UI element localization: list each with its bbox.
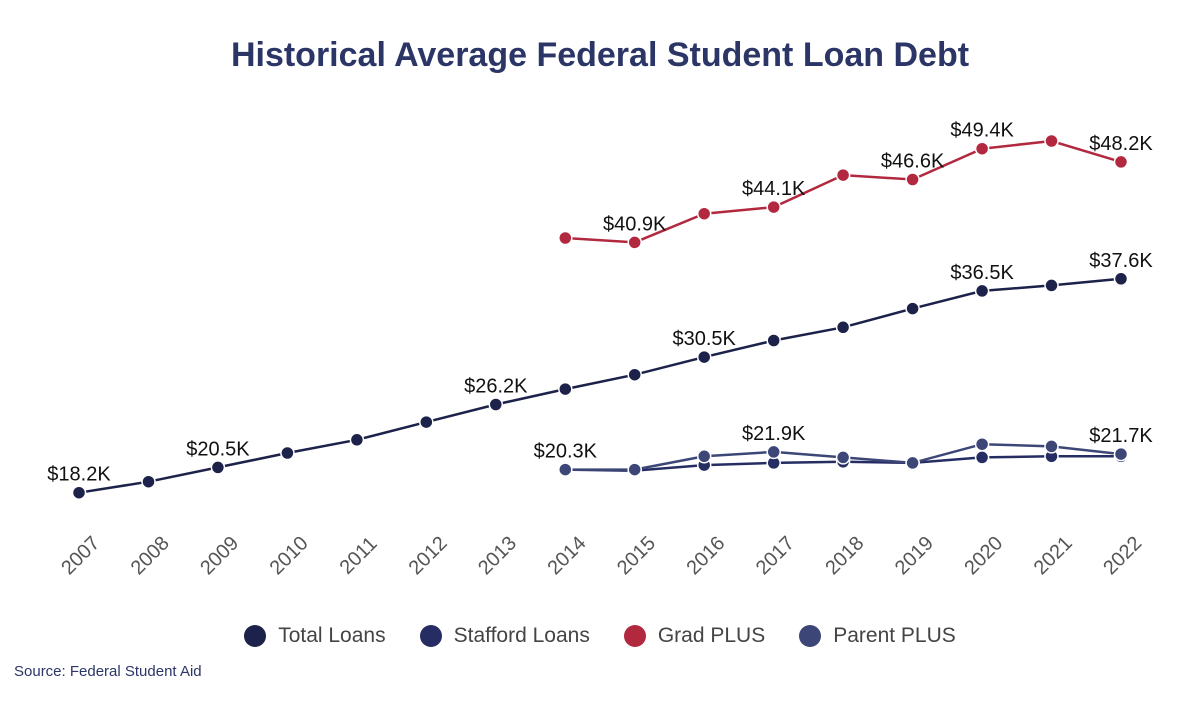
- data-point-grad-plus: [835, 167, 851, 183]
- legend-marker: [799, 625, 822, 647]
- x-tick-label: 2013: [474, 532, 521, 579]
- x-tick-label: 2017: [752, 532, 799, 579]
- data-point-parent-plus: [766, 444, 781, 460]
- data-point-total-loans: [141, 474, 156, 489]
- data-point-grad-plus: [1044, 133, 1059, 149]
- data-label-total-loans: $20.5K: [186, 438, 250, 460]
- data-label-total-loans: $26.2K: [464, 376, 528, 398]
- data-label-total-loans: $30.5K: [673, 328, 737, 350]
- data-label-total-loans: $36.5K: [950, 262, 1014, 284]
- series-line-total-loans: [78, 277, 1122, 494]
- x-tick-label: 2015: [613, 532, 660, 579]
- source-note: Source: Federal Student Aid: [14, 663, 202, 680]
- legend-marker: [419, 625, 442, 647]
- x-tick-label: 2018: [821, 532, 868, 579]
- legend-label: Total Loans: [278, 624, 386, 647]
- data-point-parent-plus: [1113, 446, 1129, 462]
- legend-marker: [244, 625, 267, 647]
- data-point-total-loans: [280, 445, 295, 461]
- data-label-parent-plus: $20.3K: [534, 441, 598, 463]
- data-point-total-loans: [766, 333, 781, 348]
- x-tick-label: 2021: [1030, 532, 1077, 579]
- data-label-grad-plus: $46.6K: [881, 151, 945, 173]
- data-point-grad-plus: [558, 230, 573, 246]
- x-tick-label: 2020: [960, 532, 1007, 579]
- data-point-total-loans: [974, 283, 990, 299]
- x-tick-label: 2022: [1099, 532, 1146, 579]
- x-tick-label: 2019: [891, 532, 938, 579]
- data-point-parent-plus: [835, 450, 851, 465]
- data-point-total-loans: [1113, 271, 1129, 287]
- series-points: [71, 133, 1129, 500]
- data-point-grad-plus: [1113, 154, 1129, 170]
- data-point-parent-plus: [696, 449, 712, 464]
- x-tick-label: 2012: [405, 532, 452, 579]
- data-point-total-loans: [558, 381, 573, 397]
- x-tick-label: 2014: [544, 532, 591, 579]
- data-point-total-loans: [210, 460, 226, 475]
- legend-item[interactable]: Grad PLUS: [623, 624, 766, 648]
- data-point-grad-plus: [627, 235, 642, 250]
- data-labels: $18.2K $20.5K $26.2K $30.5K $36.5K $37.6K $40.…: [47, 120, 1153, 486]
- x-tick-label: 2010: [266, 532, 313, 579]
- data-point-total-loans: [835, 320, 851, 335]
- data-label-total-loans: $18.2K: [47, 464, 111, 486]
- legend-label: Parent PLUS: [833, 624, 956, 647]
- data-label-parent-plus: $21.9K: [742, 423, 806, 445]
- x-tick-label: 2009: [196, 532, 243, 579]
- data-point-parent-plus: [974, 436, 990, 452]
- legend-marker: [623, 625, 646, 647]
- data-point-stafford-loans: [974, 450, 990, 465]
- x-axis-ticks: 2007 2008 2009 2010 2011 2012 2013 2014 2015 2016…: [57, 532, 1146, 579]
- data-point-total-loans: [349, 432, 365, 448]
- legend-label: Grad PLUS: [657, 624, 766, 647]
- data-point-parent-plus: [627, 462, 642, 477]
- x-tick-label: 2008: [127, 532, 174, 579]
- data-point-parent-plus: [558, 462, 573, 477]
- legend-item[interactable]: Stafford Loans: [419, 624, 590, 648]
- data-point-total-loans: [419, 414, 434, 430]
- data-point-total-loans: [488, 397, 504, 412]
- data-point-grad-plus: [974, 141, 990, 156]
- data-label-parent-plus: $21.7K: [1089, 425, 1153, 447]
- data-label-grad-plus: $40.9K: [603, 213, 667, 235]
- data-label-grad-plus: $49.4K: [950, 120, 1014, 142]
- data-point-grad-plus: [905, 172, 920, 187]
- data-label-grad-plus: $48.2K: [1089, 133, 1153, 155]
- legend-item[interactable]: Parent PLUS: [799, 624, 956, 648]
- legend-item[interactable]: Total Loans: [244, 624, 386, 648]
- data-label-total-loans: $37.6K: [1089, 250, 1153, 272]
- chart-title: Historical Average Federal Student Loan …: [230, 36, 970, 74]
- data-point-total-loans: [71, 485, 87, 500]
- data-point-total-loans: [696, 349, 712, 365]
- data-label-grad-plus: $44.1K: [742, 178, 806, 200]
- data-point-grad-plus: [766, 199, 781, 215]
- legend-label: Stafford Loans: [453, 624, 590, 647]
- data-point-parent-plus: [905, 455, 920, 471]
- data-point-total-loans: [905, 301, 920, 316]
- data-point-parent-plus: [1044, 439, 1059, 454]
- data-point-total-loans: [1044, 278, 1059, 293]
- legend: Total Loans Stafford Loans Grad PLUS Parent…: [0, 624, 1200, 648]
- x-tick-label: 2011: [336, 533, 382, 579]
- x-tick-label: 2016: [682, 532, 729, 579]
- x-tick-label: 2007: [57, 532, 104, 579]
- data-point-total-loans: [627, 367, 642, 382]
- data-point-grad-plus: [696, 206, 712, 221]
